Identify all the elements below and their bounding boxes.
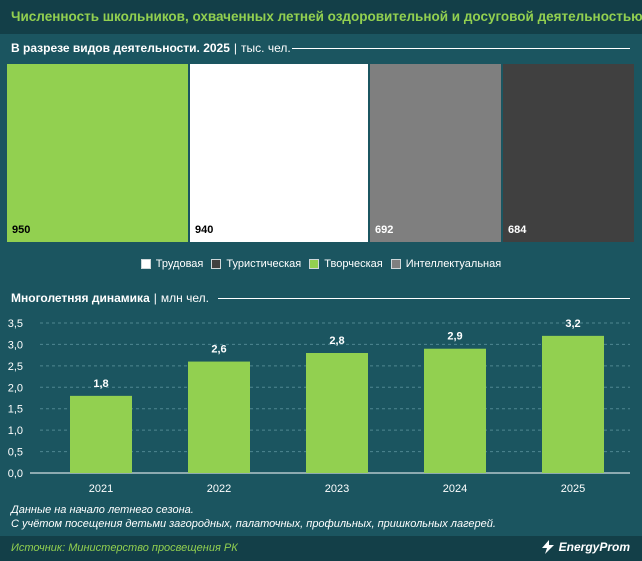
treemap-tile-creative: 950 — [7, 64, 188, 242]
treemap-header: В разрезе видов деятельности. 2025 | тыс… — [11, 40, 291, 56]
treemap-separator: | — [233, 41, 238, 55]
tile-value-label: 692 — [375, 224, 394, 236]
bar-value-label: 2,8 — [329, 335, 344, 347]
legend-swatch — [140, 259, 151, 269]
bar-2025 — [542, 335, 604, 473]
y-tick-label: 3,0 — [8, 339, 23, 351]
bar-chart-header: Многолетняя динамика | млн чел. — [11, 290, 209, 306]
bar-chart-separator: | — [153, 291, 157, 305]
x-tick-label: 2023 — [325, 483, 349, 495]
legend-label: Трудовая — [155, 258, 204, 270]
bar-2023 — [306, 353, 368, 473]
bar-value-label: 3,2 — [565, 318, 580, 330]
treemap-tile-tourist: 692 — [370, 64, 501, 242]
x-tick-label: 2025 — [561, 483, 585, 495]
x-tick-label: 2024 — [443, 483, 467, 495]
legend-item-intellectual: Интеллектуальная — [390, 258, 502, 270]
y-tick-label: 1,5 — [8, 404, 23, 416]
bar-chart-header-rule — [218, 298, 630, 299]
note-line: С учётом посещения детьми загородных, па… — [11, 518, 496, 530]
y-tick-label: 0,5 — [8, 447, 23, 459]
bar-value-label: 2,6 — [211, 344, 226, 356]
bar-chart-title: Многолетняя динамика — [11, 291, 150, 305]
energyprom-logo-icon — [541, 540, 554, 554]
footer-bar: Источник: Министерство просвещения РК En… — [0, 536, 642, 561]
tile-value-label: 684 — [508, 224, 527, 236]
x-tick-label: 2021 — [89, 483, 113, 495]
legend-label: Туристическая — [226, 258, 302, 270]
energyprom-logo: EnergyProm — [540, 540, 630, 554]
legend-item-labor: Трудовая — [140, 258, 204, 270]
title-bar: Численность школьников, охваченных летне… — [0, 0, 642, 34]
bar-chart-unit: млн чел. — [160, 291, 209, 305]
treemap-header-rule — [292, 48, 630, 49]
treemap-tile-intellectual: 684 — [503, 64, 634, 242]
bar-value-label: 1,8 — [93, 378, 108, 390]
note-line: Данные на начало летнего сезона. — [11, 504, 194, 516]
page-title: Численность школьников, охваченных летне… — [11, 9, 642, 24]
y-tick-label: 2,5 — [8, 361, 23, 373]
tile-value-label: 940 — [195, 224, 214, 236]
notes: Данные на начало летнего сезона. С учёто… — [11, 503, 496, 531]
bar-2022 — [188, 361, 250, 473]
x-tick-label: 2022 — [207, 483, 231, 495]
logo-text: EnergyProm — [558, 540, 630, 554]
y-tick-label: 2,0 — [8, 382, 23, 394]
legend-swatch — [309, 259, 320, 269]
bar-2024 — [424, 348, 486, 473]
legend-label: Интеллектуальная — [405, 258, 502, 270]
treemap-title: В разрезе видов деятельности. 2025 — [11, 41, 230, 55]
treemap-tile-labor: 940 — [190, 64, 368, 242]
treemap-legend: Трудовая Туристическая Творческая Интелл… — [0, 258, 642, 270]
y-tick-label: 0,0 — [8, 468, 23, 480]
treemap-unit: тыс. чел. — [241, 41, 291, 55]
tile-value-label: 950 — [12, 224, 31, 236]
legend-swatch — [390, 259, 401, 269]
bar-2021 — [70, 395, 132, 473]
y-tick-label: 1,0 — [8, 425, 23, 437]
legend-swatch — [211, 259, 222, 269]
legend-item-tourist: Туристическая — [211, 258, 301, 270]
legend-label: Творческая — [324, 258, 383, 270]
bar-value-label: 2,9 — [447, 331, 462, 343]
bar-chart: 0,0 0,5 1,0 1,5 2,0 2,5 3,0 3,5 1,8 2021 2,6 2022 2,… — [8, 318, 630, 495]
legend-item-creative: Творческая — [309, 258, 383, 270]
source-text: Источник: Министерство просвещения РК — [11, 542, 238, 554]
y-tick-label: 3,5 — [8, 318, 23, 330]
